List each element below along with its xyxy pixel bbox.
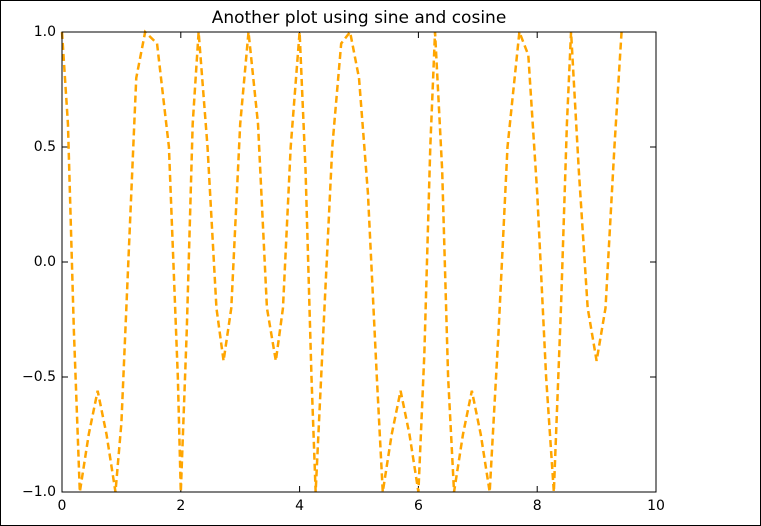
chart-title: Another plot using sine and cosine — [212, 8, 507, 28]
x-tick-label: 4 — [295, 498, 304, 514]
x-tick-label: 0 — [58, 498, 67, 514]
x-tick-label: 2 — [176, 498, 185, 514]
y-tick-label: −0.5 — [22, 369, 56, 385]
y-tick-label: 1.0 — [34, 24, 56, 40]
y-tick-label: −1.0 — [22, 484, 56, 500]
plot-area — [61, 31, 657, 493]
x-tick-label: 10 — [647, 498, 665, 514]
x-tick-label: 8 — [533, 498, 542, 514]
y-tick-label: 0.5 — [34, 139, 56, 155]
data-line — [60, 29, 623, 493]
x-tick-label: 6 — [414, 498, 423, 514]
y-tick-label: 0.0 — [34, 254, 56, 270]
